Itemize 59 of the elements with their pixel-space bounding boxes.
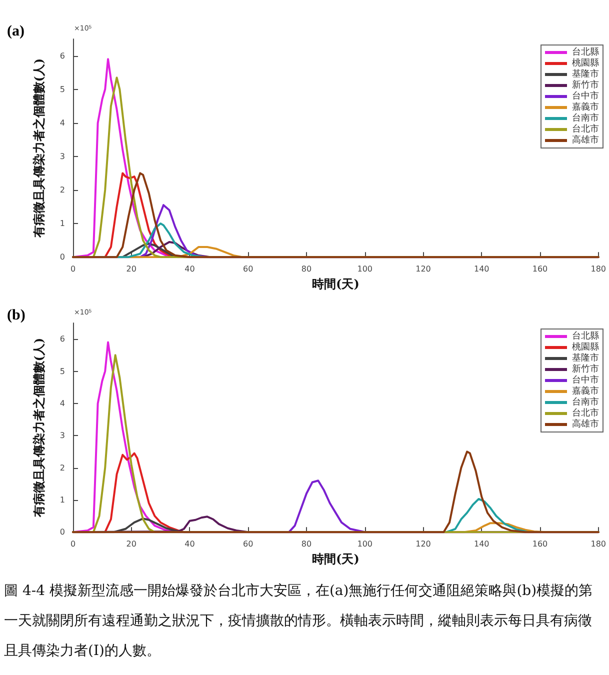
x-tick-label: 140 xyxy=(474,264,490,274)
legend-label: 台中市 xyxy=(572,374,599,386)
x-tick-label: 100 xyxy=(357,264,373,274)
legend-label: 新竹市 xyxy=(572,80,599,90)
x-tick-label: 20 xyxy=(126,264,136,274)
x-tick-label: 120 xyxy=(416,264,431,274)
legend-label: 高雄市 xyxy=(572,418,599,430)
x-tick-label: 160 xyxy=(532,264,548,274)
legend-label: 嘉義市 xyxy=(572,102,599,112)
y-axis-title: 有病徵且具傳染力者之個體數(人) xyxy=(32,338,46,518)
caption: 圖 4-4 模擬新型流感一開始爆發於台北市大安區，在(a)無施行任何交通阻絕策略與(b)模擬的第一天就關閉所有遠程通勤之狀況下，疫情擴散的情形。橫軸表示時間，縱軸則表示每日具有病徵且具傳染力者(I)的人數。 xyxy=(4,582,594,661)
y-tick-label: 4 xyxy=(60,118,65,128)
legend-label: 新竹市 xyxy=(572,364,599,374)
x-tick-label: 180 xyxy=(590,540,606,549)
legend-label: 台中市 xyxy=(572,90,599,102)
x-tick-label: 120 xyxy=(416,540,431,549)
legend-label: 台北市 xyxy=(572,124,599,134)
x-tick-label: 60 xyxy=(243,264,254,274)
legend-label: 高雄市 xyxy=(572,134,599,146)
chart-title: (b) xyxy=(7,308,26,324)
x-tick-label: 160 xyxy=(532,540,548,549)
legend-label: 嘉義市 xyxy=(572,386,599,396)
legend-label: 台南市 xyxy=(572,112,599,124)
y-tick-label: 1 xyxy=(60,495,65,504)
y-tick-label: 2 xyxy=(60,463,65,472)
legend-label: 基隆市 xyxy=(572,352,599,364)
x-tick-label: 0 xyxy=(70,264,76,274)
x-tick-label: 40 xyxy=(184,540,195,549)
x-tick-label: 100 xyxy=(357,540,373,549)
y-tick-label: 6 xyxy=(60,334,65,344)
legend-label: 台北市 xyxy=(572,408,599,418)
y-tick-label: 3 xyxy=(60,152,65,161)
x-tick-label: 80 xyxy=(301,540,312,549)
y-tick-label: 0 xyxy=(60,252,65,262)
x-axis-title: 時間(天) xyxy=(312,552,360,566)
legend-label: 台南市 xyxy=(572,396,599,408)
x-tick-label: 80 xyxy=(301,264,312,274)
x-tick-label: 140 xyxy=(474,540,490,549)
legend-label: 台北縣 xyxy=(572,330,599,342)
x-tick-label: 0 xyxy=(70,540,76,549)
legend-label: 桃園縣 xyxy=(572,58,599,68)
chart-title: (a) xyxy=(7,24,24,40)
y-tick-label: 1 xyxy=(60,219,65,228)
y-tick-label: 3 xyxy=(60,431,65,440)
y-tick-label: 0 xyxy=(60,528,65,537)
legend-label: 基隆市 xyxy=(572,68,599,80)
legend-label: 桃園縣 xyxy=(572,342,599,352)
x-tick-label: 60 xyxy=(243,540,254,549)
x-tick-label: 20 xyxy=(126,540,136,549)
x-tick-label: 40 xyxy=(184,264,195,274)
y-tick-label: 4 xyxy=(60,398,65,408)
legend-label: 台北縣 xyxy=(572,46,599,58)
y-tick-label: 5 xyxy=(60,366,65,376)
y-axis-title: 有病徵且具傳染力者之個體數(人) xyxy=(32,58,46,239)
x-tick-label: 180 xyxy=(590,264,606,274)
y-tick-label: 6 xyxy=(60,51,65,60)
y-tick-label: 2 xyxy=(60,185,65,194)
y-tick-label: 5 xyxy=(60,84,65,94)
x-axis-title: 時間(天) xyxy=(312,277,360,291)
